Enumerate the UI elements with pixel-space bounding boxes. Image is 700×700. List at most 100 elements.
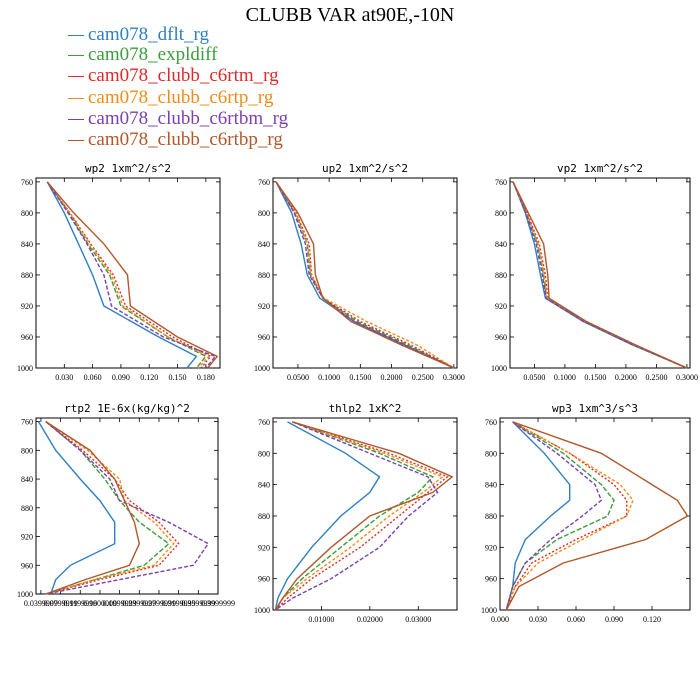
- legend-entry-6: cam078_clubb_c6rtbp_rg: [68, 129, 283, 150]
- series-line-cam078_clubb_c6rtp_rg: [505, 421, 634, 611]
- series-line-cam078_expldiff: [505, 421, 615, 611]
- y-tick-label: 920: [495, 302, 507, 311]
- x-tick-label: 0.2000: [381, 373, 403, 382]
- series-line-cam078_clubb_c6rtbm_rg: [46, 181, 217, 369]
- legend-entry-4: cam078_clubb_c6rtp_rg: [68, 87, 273, 108]
- y-tick-label: 960: [21, 333, 33, 342]
- x-tick-label: 0.02000: [357, 615, 383, 624]
- y-tick-label: 760: [258, 418, 270, 427]
- panel-5: thlp2 1xK^2 760 800 840 880 920 960 1000 0.01000…: [254, 402, 458, 624]
- plot-frame: [272, 177, 458, 369]
- legend-entry-3: cam078_clubb_c6rtm_rg: [68, 65, 279, 86]
- y-tick-label: 960: [495, 333, 507, 342]
- plot-frame: [499, 417, 691, 611]
- series-line-cam078_expldiff: [46, 181, 207, 369]
- x-tick-label: 0.180: [197, 373, 215, 382]
- x-tick-label: 0.2000: [615, 373, 637, 382]
- legend-label: cam078_clubb_c6rtp_rg: [88, 87, 274, 108]
- series-line-cam078_clubb_c6rtbm_rg: [505, 421, 603, 611]
- y-tick-label: 920: [258, 302, 270, 311]
- y-tick-label: 800: [21, 446, 33, 455]
- y-tick-label: 800: [485, 449, 497, 458]
- x-tick-label: 0.2500: [412, 373, 434, 382]
- series-line-cam078_clubb_c6rtp_rg: [274, 421, 444, 611]
- legend-entry-2: cam078_expldiff: [68, 44, 217, 65]
- legend-swatch: [68, 140, 84, 142]
- panel-title: thlp2 1xK^2: [329, 402, 402, 415]
- y-tick-label: 960: [485, 575, 497, 584]
- x-tick-label: 0.1600000: [83, 599, 117, 608]
- series-line-cam078_clubb_c6rtbm_rg: [45, 421, 210, 595]
- y-tick-label: 880: [485, 512, 497, 521]
- panel-title: vp2 1xm^2/s^2: [557, 162, 643, 175]
- y-tick-label: 920: [485, 543, 497, 552]
- series-line-cam078_clubb_c6rtm_rg: [505, 421, 628, 611]
- series-line-cam078_clubb_c6rtm_rg: [512, 181, 688, 369]
- x-tick-label: 0.0399999: [24, 599, 58, 608]
- x-tick-label: 0.090: [112, 373, 130, 382]
- legend-label: cam078_clubb_c6rtbp_rg: [88, 129, 283, 150]
- y-tick-label: 840: [485, 481, 497, 490]
- series-line-cam078_clubb_c6rtm_rg: [46, 181, 212, 369]
- series-line-cam078_clubb_c6rtbp_rg: [275, 181, 455, 369]
- series-line-cam078_clubb_c6rtbp_rg: [512, 181, 688, 369]
- series-line-cam078_clubb_c6rtbp_rg: [274, 421, 454, 611]
- x-tick-label: 0.2799999: [142, 599, 176, 608]
- y-tick-label: 760: [258, 178, 270, 187]
- series-line-cam078_dflt_rg: [37, 421, 116, 595]
- x-tick-label: 0.2399999: [122, 599, 156, 608]
- series-line-cam078_clubb_c6rtbp_rg: [45, 421, 141, 595]
- legend-label: cam078_dflt_rg: [88, 24, 210, 45]
- plot-frame: [35, 177, 221, 369]
- y-tick-label: 880: [21, 271, 33, 280]
- series-line-cam078_clubb_c6rtm_rg: [275, 181, 455, 369]
- panel-1: wp2 1xm^2/s^2 760 800 840 880 920 960 1000 0.030…: [17, 162, 221, 382]
- y-tick-label: 840: [258, 240, 270, 249]
- legend-swatch: [68, 55, 84, 57]
- series-line-cam078_clubb_c6rtbp_rg: [505, 421, 689, 611]
- x-tick-label: 0.3000: [676, 373, 698, 382]
- panel-4: rtp2 1E-6x(kg/kg)^2 760 800 840 880 920 960 100…: [17, 402, 235, 608]
- y-tick-label: 960: [258, 575, 270, 584]
- x-tick-label: 0.0799999: [44, 599, 78, 608]
- x-tick-label: 0.090: [605, 615, 623, 624]
- x-tick-label: 0.0500: [523, 373, 545, 382]
- x-tick-label: 0.3999999: [201, 599, 235, 608]
- panel-title: rtp2 1E-6x(kg/kg)^2: [64, 402, 190, 415]
- x-tick-label: 0.1999999: [103, 599, 137, 608]
- y-tick-label: 880: [258, 271, 270, 280]
- legend-swatch: [68, 35, 84, 37]
- x-tick-label: 0.1000: [318, 373, 340, 382]
- panel-3: vp2 1xm^2/s^2 760 800 840 880 920 960 1000 0.050…: [491, 162, 698, 382]
- x-tick-label: 0.3599999: [181, 599, 215, 608]
- y-tick-label: 760: [21, 418, 33, 427]
- x-tick-label: 0.120: [140, 373, 158, 382]
- y-tick-label: 840: [21, 475, 33, 484]
- x-tick-label: 0.120: [643, 615, 661, 624]
- x-tick-label: 0.3199999: [162, 599, 196, 608]
- y-tick-label: 1000: [254, 364, 270, 373]
- x-tick-label: 0.01000: [308, 615, 334, 624]
- series-line-cam078_expldiff: [512, 181, 688, 369]
- plot-frame: [35, 417, 219, 595]
- panel-title: wp2 1xm^2/s^2: [85, 162, 171, 175]
- x-tick-label: 0.060: [84, 373, 102, 382]
- plot-frame: [272, 417, 458, 611]
- x-tick-label: 0.1500: [584, 373, 606, 382]
- x-tick-label: 0.1000: [554, 373, 576, 382]
- x-tick-label: 0.030: [55, 373, 73, 382]
- legend-label: cam078_clubb_c6rtbm_rg: [88, 108, 289, 129]
- series-line-cam078_clubb_c6rtm_rg: [45, 421, 180, 595]
- y-tick-label: 760: [485, 418, 497, 427]
- legend-label: cam078_expldiff: [88, 44, 218, 65]
- y-tick-label: 960: [258, 333, 270, 342]
- figure-title: CLUBB VAR at90E,-10N: [245, 4, 455, 26]
- y-tick-label: 880: [495, 271, 507, 280]
- y-tick-label: 800: [258, 449, 270, 458]
- y-tick-label: 920: [258, 543, 270, 552]
- x-tick-label: 0.3000: [443, 373, 465, 382]
- series-line-cam078_clubb_c6rtbm_rg: [512, 181, 688, 369]
- x-tick-label: 0.0500: [287, 373, 309, 382]
- x-tick-label: 0.2500: [645, 373, 667, 382]
- legend-entry-1: cam078_dflt_rg: [68, 24, 209, 45]
